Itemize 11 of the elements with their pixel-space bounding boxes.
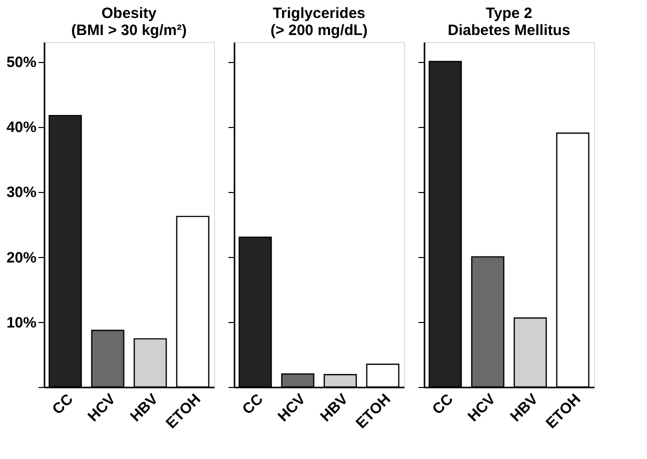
chart-title: Type 2 Diabetes Mellitus [448,5,570,39]
x-tick-label: CC [429,390,457,418]
y-tick-label: 20% [6,249,36,266]
y-tick-label: 10% [6,314,36,332]
x-tick-label: CC [239,390,267,418]
chart-title: Triglycerides (> 200 mg/dL) [270,5,368,39]
y-tick-label: 30% [6,184,36,202]
y-tick-label: 50% [6,54,36,72]
chart-title: Obesity (BMI > 30 kg/m²) [71,5,187,39]
y-tick-label: 40% [6,119,36,136]
x-tick-label: CC [49,390,77,418]
